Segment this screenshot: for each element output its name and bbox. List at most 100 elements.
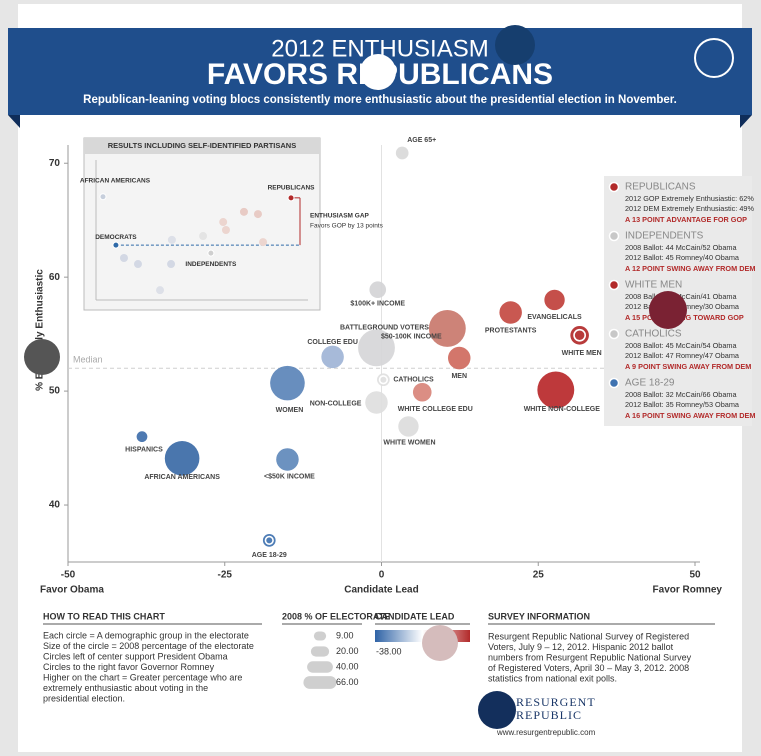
bubble-label: CATHOLICS bbox=[393, 377, 434, 384]
how-to-read-line: Size of the circle = 2008 percentage of … bbox=[43, 641, 254, 651]
inset-point bbox=[167, 260, 176, 269]
highlight-title: REPUBLICANS bbox=[625, 182, 696, 193]
bubble-label: $50-100K INCOME bbox=[381, 333, 442, 340]
marker bbox=[495, 25, 535, 65]
marker bbox=[649, 291, 687, 329]
section-title: SURVEY INFORMATION bbox=[488, 611, 590, 621]
how-to-read-line: extremely enthusiastic about voting in t… bbox=[43, 683, 208, 693]
how-to-read-line: Each circle = A demographic group in the… bbox=[43, 630, 249, 640]
logo-text: RESURGENT bbox=[516, 695, 596, 709]
bubble bbox=[447, 346, 471, 370]
inset-label: AFRICAN AMERICANS bbox=[80, 177, 151, 184]
inset-point bbox=[253, 210, 262, 219]
bubble-label: PROTESTANTS bbox=[485, 327, 537, 334]
highlight-line: 2012 Ballot: 47 Romney/47 Obama bbox=[625, 351, 740, 360]
inset-point bbox=[221, 226, 230, 234]
bubble-label: HISPANICS bbox=[125, 447, 163, 454]
bubble bbox=[428, 309, 466, 347]
how-to-read-line: Circles left of center support President… bbox=[43, 651, 228, 661]
x-axis-label-left: Favor Obama bbox=[40, 585, 104, 596]
inset-point bbox=[99, 193, 107, 201]
size-legend-pill bbox=[310, 646, 330, 657]
highlight-title: CATHOLICS bbox=[625, 329, 682, 340]
highlight-icon bbox=[608, 181, 620, 193]
bubble-label: NON-COLLEGE bbox=[310, 400, 362, 407]
inset-point bbox=[199, 232, 208, 241]
inset-point bbox=[119, 254, 128, 262]
inset-label: DEMOCRATS bbox=[95, 234, 137, 241]
highlight-line: 2008 Ballot: 44 McCain/52 Obama bbox=[625, 243, 737, 252]
highlight-note: A 16 POINT SWING AWAY FROM DEM bbox=[625, 411, 755, 420]
size-legend-label: 40.00 bbox=[336, 661, 359, 671]
marker bbox=[694, 38, 734, 78]
bubble-label: COLLEGE EDU bbox=[307, 339, 358, 346]
inset-point bbox=[167, 235, 176, 244]
survey-line: statistics from national exit polls. bbox=[488, 673, 617, 683]
inset-point bbox=[219, 218, 228, 227]
y-tick-label: 50 bbox=[49, 386, 61, 397]
inset-point bbox=[287, 194, 295, 202]
bubble-label: WHITE NON-COLLEGE bbox=[524, 406, 601, 413]
bubble bbox=[164, 441, 200, 476]
x-axis-label-right: Favor Romney bbox=[653, 585, 723, 596]
y-tick-label: 60 bbox=[49, 272, 61, 283]
inset-title: RESULTS INCLUDING SELF-IDENTIFIED PARTIS… bbox=[108, 141, 296, 150]
bubble-label: EVANGELICALS bbox=[527, 314, 582, 321]
size-legend-pill bbox=[313, 631, 327, 641]
size-legend-label: 66.00 bbox=[336, 677, 359, 687]
bubble-label: BATTLEGROUND VOTERS bbox=[340, 325, 429, 332]
bubble-label: $100K+ INCOME bbox=[350, 301, 405, 308]
logo-text: REPUBLIC bbox=[516, 708, 582, 722]
bubble-label: AGE 18-29 bbox=[252, 552, 287, 559]
subtitle: Republican-leaning voting blocs consiste… bbox=[83, 94, 677, 106]
highlight-note: A 13 POINT ADVANTAGE FOR GOP bbox=[625, 215, 747, 224]
bubble bbox=[321, 345, 344, 369]
marker bbox=[360, 54, 396, 90]
inset-point bbox=[207, 249, 215, 257]
how-to-read-line: Circles to the right favor Governor Romn… bbox=[43, 662, 215, 672]
survey-line: numbers from Resurgent Republic National… bbox=[488, 652, 692, 662]
fold bbox=[740, 115, 752, 128]
x-tick-label: -50 bbox=[61, 570, 76, 581]
highlight-line: 2012 GOP Extremely Enthusiastic: 62% bbox=[625, 194, 754, 203]
inset-frame bbox=[83, 137, 321, 311]
size-legend-title: 2008 % OF ELECTORATE bbox=[282, 611, 390, 621]
marker bbox=[24, 339, 60, 375]
x-tick-label: 25 bbox=[533, 570, 545, 581]
bubble bbox=[398, 416, 419, 437]
median-label: Median bbox=[73, 355, 103, 365]
survey-line: Voters, July 9 – 12, 2012. Hispanic 2012… bbox=[488, 642, 674, 652]
inset-annotation: ENTHUSIASM GAP bbox=[310, 213, 370, 220]
overlay-markers bbox=[24, 25, 734, 729]
bubble-ring bbox=[378, 375, 388, 385]
highlight-note: A 9 POINT SWING AWAY FROM DEM bbox=[625, 362, 751, 371]
bubble-label: MEN bbox=[451, 373, 467, 380]
highlight-line: 2008 Ballot: 45 McCain/54 Obama bbox=[625, 341, 737, 350]
bubble-ring bbox=[264, 535, 274, 545]
inset-annotation-sub: Favors GOP by 13 points bbox=[310, 223, 384, 230]
bubble bbox=[358, 329, 395, 367]
x-tick-label: -25 bbox=[218, 570, 233, 581]
logo-url: www.resurgentrepublic.com bbox=[496, 728, 596, 737]
bubble-label: WHITE MEN bbox=[562, 350, 602, 357]
x-tick-label: 0 bbox=[379, 570, 385, 581]
inset-point bbox=[259, 238, 268, 247]
color-legend-min: -38.00 bbox=[376, 646, 402, 656]
inset-point bbox=[156, 286, 165, 295]
bubble-label: <$50K INCOME bbox=[264, 473, 315, 480]
section-title: HOW TO READ THIS CHART bbox=[43, 611, 165, 621]
size-legend-pill bbox=[303, 676, 337, 689]
y-tick-label: 70 bbox=[49, 158, 61, 169]
survey-line: Resurgent Republic National Survey of Re… bbox=[488, 631, 689, 641]
bubble bbox=[369, 281, 387, 299]
highlight-line: 2012 Ballot: 45 Romney/40 Obama bbox=[625, 253, 740, 262]
x-axis-label: Candidate Lead bbox=[344, 585, 418, 596]
size-legend-label: 20.00 bbox=[336, 646, 359, 656]
highlight-icon bbox=[608, 377, 620, 389]
inset-label: INDEPENDENTS bbox=[185, 261, 237, 268]
bubble bbox=[544, 289, 565, 311]
x-tick-label: 50 bbox=[689, 570, 701, 581]
inset-label: REPUBLICANS bbox=[268, 185, 316, 192]
y-axis-label: % Extremely Enthusiastic bbox=[35, 269, 46, 391]
